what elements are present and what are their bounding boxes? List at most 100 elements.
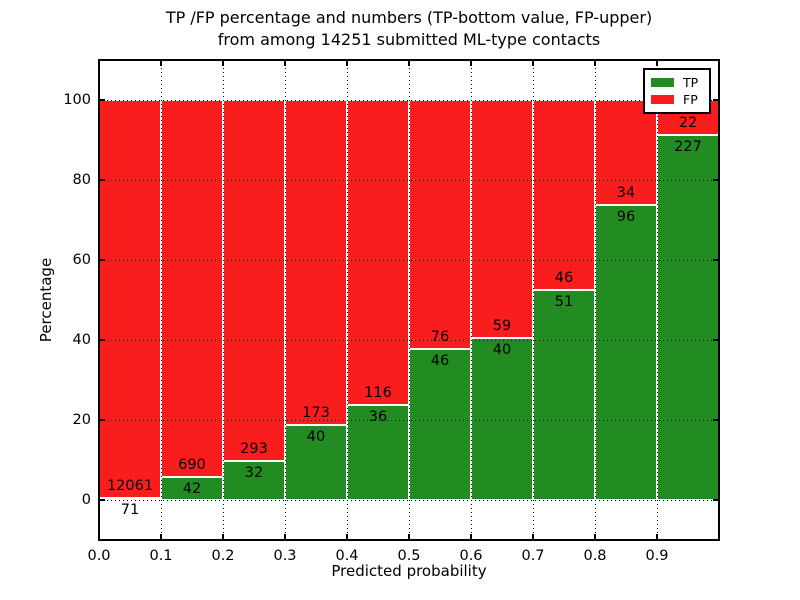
fp-count-label: 76 bbox=[430, 329, 450, 346]
fp-count-label: 116 bbox=[364, 385, 392, 402]
bar-segment-tp bbox=[409, 349, 471, 500]
bar-segment-fp bbox=[533, 100, 595, 290]
x-tick-bottom bbox=[284, 534, 286, 540]
y-tick-right bbox=[713, 339, 719, 341]
x-tick-label: 0.4 bbox=[335, 548, 359, 564]
fp-count-label: 173 bbox=[302, 404, 330, 421]
x-tick-label: 0.9 bbox=[645, 548, 669, 564]
x-tick-bottom bbox=[160, 534, 162, 540]
x-tick-bottom bbox=[594, 534, 596, 540]
tp-count-label: 51 bbox=[554, 293, 574, 310]
fp-color-swatch bbox=[651, 95, 674, 104]
x-tick-bottom bbox=[222, 534, 224, 540]
tp-count-label: 32 bbox=[244, 464, 264, 481]
x-tick-top bbox=[346, 60, 348, 66]
bar-segment-fp bbox=[223, 100, 285, 461]
x-tick-bottom bbox=[532, 534, 534, 540]
x-tick-label: 0.7 bbox=[521, 548, 545, 564]
x-tick-label: 0.2 bbox=[211, 548, 235, 564]
tp-color-swatch bbox=[651, 78, 674, 87]
x-tick-top bbox=[594, 60, 596, 66]
x-tick-bottom bbox=[98, 534, 100, 540]
chart-title: TP /FP percentage and numbers (TP-bottom… bbox=[99, 7, 719, 51]
y-tick-label: 40 bbox=[72, 332, 91, 348]
bar-segment-fp bbox=[161, 100, 223, 478]
y-tick-label: 60 bbox=[72, 252, 91, 268]
y-tick-left bbox=[99, 339, 105, 341]
bar-segment-tp bbox=[657, 135, 719, 500]
y-tick-right bbox=[713, 99, 719, 101]
tp-count-label: 46 bbox=[430, 353, 450, 370]
x-tick-label: 0.1 bbox=[149, 548, 173, 564]
legend-label-fp: FP bbox=[683, 92, 698, 107]
x-gridline bbox=[222, 60, 224, 540]
chart-title-line-2: from among 14251 submitted ML-type conta… bbox=[217, 30, 601, 49]
x-tick-bottom bbox=[346, 534, 348, 540]
x-tick-top bbox=[222, 60, 224, 66]
fp-count-label: 293 bbox=[240, 440, 268, 457]
fp-count-label: 12061 bbox=[106, 477, 154, 494]
x-gridline bbox=[408, 60, 410, 540]
y-tick-left bbox=[99, 419, 105, 421]
y-tick-left bbox=[99, 259, 105, 261]
bar-segment-fp bbox=[99, 100, 161, 498]
x-tick-top bbox=[160, 60, 162, 66]
y-tick-right bbox=[713, 499, 719, 501]
legend: TP FP bbox=[643, 68, 711, 114]
bar-segment-tp bbox=[533, 289, 595, 500]
fp-count-label: 22 bbox=[678, 115, 698, 132]
y-tick-right bbox=[713, 179, 719, 181]
x-tick-bottom bbox=[470, 534, 472, 540]
bar-segment-fp bbox=[285, 100, 347, 425]
legend-item-fp: FP bbox=[651, 91, 709, 108]
x-tick-top bbox=[656, 60, 658, 66]
legend-item-tp: TP bbox=[651, 74, 709, 91]
fp-count-label: 34 bbox=[616, 184, 636, 201]
fp-count-label: 690 bbox=[178, 457, 206, 474]
bar-segment-fp bbox=[595, 100, 657, 205]
x-gridline bbox=[594, 60, 596, 540]
x-gridline bbox=[470, 60, 472, 540]
bar-segment-fp bbox=[409, 100, 471, 350]
tp-count-label: 40 bbox=[306, 428, 326, 445]
bar-segment-fp bbox=[347, 100, 409, 406]
fp-count-label: 59 bbox=[492, 318, 512, 335]
plot-area: TP FP 12061 71 690 42 293 32 173 40 116 36 76 46 59 4… bbox=[63, 59, 720, 564]
y-tick-left bbox=[99, 99, 105, 101]
x-axis-label: Predicted probability bbox=[331, 562, 487, 580]
x-gridline bbox=[532, 60, 534, 540]
x-gridline bbox=[346, 60, 348, 540]
x-tick-top bbox=[470, 60, 472, 66]
legend-label-tp: TP bbox=[683, 75, 699, 90]
x-tick-top bbox=[408, 60, 410, 66]
y-tick-right bbox=[713, 259, 719, 261]
chart-title-line-1: TP /FP percentage and numbers (TP-bottom… bbox=[165, 8, 653, 27]
x-tick-top bbox=[284, 60, 286, 66]
x-tick-label: 0.6 bbox=[459, 548, 483, 564]
y-tick-label: 0 bbox=[81, 492, 91, 508]
fp-count-label: 46 bbox=[554, 269, 574, 286]
bar-segment-tp bbox=[347, 405, 409, 500]
tp-count-label: 96 bbox=[616, 208, 636, 225]
x-tick-label: 0.8 bbox=[583, 548, 607, 564]
x-gridline bbox=[160, 60, 162, 540]
tp-count-label: 227 bbox=[674, 139, 702, 156]
bar-segment-fp bbox=[471, 100, 533, 339]
bar-segment-tp bbox=[471, 338, 533, 500]
tp-count-label: 36 bbox=[368, 409, 388, 426]
y-tick-left bbox=[99, 499, 105, 501]
tp-count-label: 42 bbox=[182, 481, 202, 498]
x-tick-top bbox=[98, 60, 100, 66]
x-tick-top bbox=[532, 60, 534, 66]
x-gridline bbox=[656, 60, 658, 540]
x-tick-label: 0.0 bbox=[87, 548, 111, 564]
x-gridline bbox=[284, 60, 286, 540]
tp-count-label: 71 bbox=[120, 501, 140, 518]
x-tick-label: 0.5 bbox=[397, 548, 421, 564]
y-tick-label: 20 bbox=[72, 412, 91, 428]
x-tick-label: 0.3 bbox=[273, 548, 297, 564]
y-tick-left bbox=[99, 179, 105, 181]
x-tick-bottom bbox=[408, 534, 410, 540]
y-tick-label: 80 bbox=[72, 172, 91, 188]
